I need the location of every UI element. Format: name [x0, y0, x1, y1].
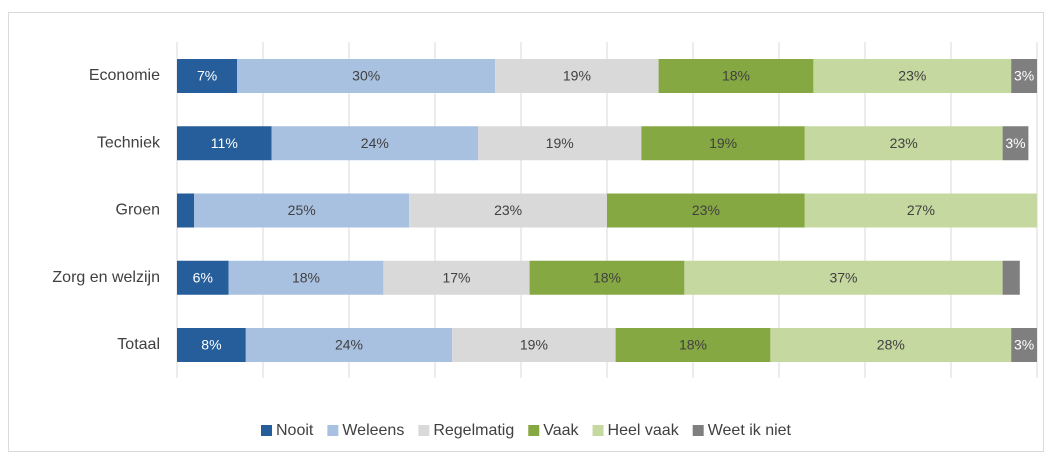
legend-swatch — [418, 425, 430, 436]
bar-segment — [804, 193, 1037, 228]
bar-segment — [452, 328, 616, 362]
legend-label: Weleens — [342, 422, 404, 439]
data-label: 37% — [829, 269, 857, 285]
bar-segment — [177, 328, 246, 362]
legend-label: Weet ik niet — [708, 422, 792, 439]
data-label: 8% — [201, 337, 221, 353]
data-label: 18% — [679, 337, 707, 353]
bar-segment — [495, 59, 659, 93]
data-label: 28% — [877, 337, 905, 353]
bar-segment — [1002, 126, 1029, 161]
y-tick-label: Techniek — [97, 134, 161, 151]
data-label: 19% — [546, 135, 574, 151]
bar-segment — [1011, 59, 1037, 93]
bar-segment — [684, 260, 1003, 295]
bar-segment — [409, 193, 607, 228]
bar-segment — [177, 59, 238, 93]
data-label: 18% — [593, 269, 621, 285]
y-tick-label: Groen — [116, 202, 160, 219]
data-label: 3% — [1005, 135, 1025, 151]
data-label: 19% — [709, 135, 737, 151]
data-label: 25% — [288, 202, 316, 218]
legend-label: Vaak — [543, 422, 579, 439]
bar-segment — [1011, 328, 1037, 362]
data-label: 3% — [1014, 68, 1034, 84]
bar-segment — [237, 59, 496, 93]
bar-segment — [194, 193, 410, 228]
bar-segment — [1002, 260, 1020, 295]
legend-label: Heel vaak — [608, 422, 680, 439]
legend-label: Regelmatig — [433, 422, 514, 439]
bar-segment — [383, 260, 530, 295]
legend-swatch — [528, 425, 540, 436]
data-label: 6% — [193, 269, 213, 285]
bar-segment — [770, 328, 1012, 362]
data-label: 23% — [692, 202, 720, 218]
bar-segment — [804, 126, 1003, 161]
data-label: 7% — [197, 68, 217, 84]
bar-segment — [658, 59, 814, 93]
legend-label: Nooit — [276, 422, 314, 439]
y-tick-label: Economie — [89, 67, 160, 84]
bar-segment — [529, 260, 685, 295]
legend-swatch — [692, 425, 704, 436]
legend-swatch — [327, 425, 339, 436]
data-label: 18% — [722, 68, 750, 84]
bar-segment — [271, 126, 478, 161]
bar-segment — [177, 193, 195, 228]
y-tick-label: Totaal — [117, 336, 160, 353]
bar-segment — [813, 59, 1012, 93]
data-label: 11% — [211, 135, 238, 151]
bar-segment — [177, 260, 229, 295]
data-label: 27% — [907, 202, 935, 218]
data-label: 18% — [292, 269, 320, 285]
data-label: 24% — [361, 135, 389, 151]
data-label: 30% — [352, 68, 380, 84]
data-label: 3% — [1014, 337, 1034, 353]
data-label: 23% — [890, 135, 918, 151]
legend-swatch — [592, 425, 604, 436]
bar-segment — [641, 126, 805, 161]
bar-segment — [177, 126, 272, 161]
bar-segment — [245, 328, 453, 362]
legend-swatch — [261, 425, 272, 436]
data-label: 17% — [442, 269, 470, 285]
bar-segment — [228, 260, 384, 295]
data-label: 19% — [563, 68, 591, 84]
data-label: 19% — [520, 337, 548, 353]
bar-segment — [615, 328, 771, 362]
legend: Nooit Weleens Regelmatig Vaak Heel vaak Weet … — [261, 422, 792, 439]
y-tick-label: Zorg en welzijn — [52, 269, 160, 286]
data-label: 23% — [494, 202, 522, 218]
bar-segment — [478, 126, 642, 161]
bar-segment — [607, 193, 805, 228]
data-label: 24% — [335, 337, 363, 353]
data-label: 23% — [898, 68, 926, 84]
